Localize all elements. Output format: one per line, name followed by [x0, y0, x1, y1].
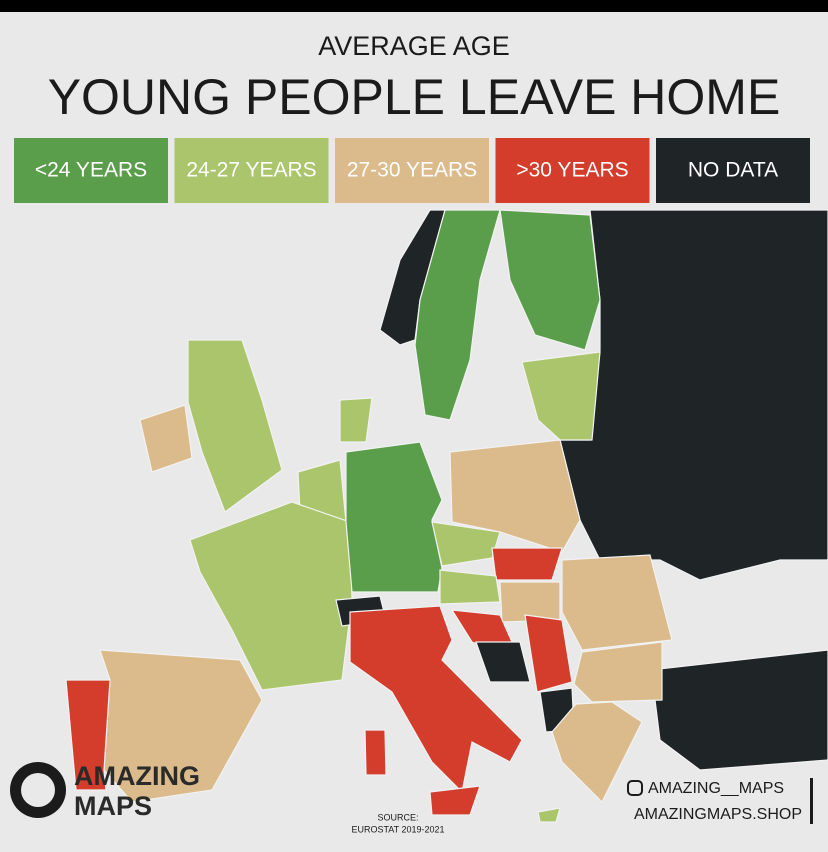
brand-line-2: MAPS [74, 791, 152, 821]
top-bar [0, 0, 828, 12]
map [65, 209, 828, 823]
poland [449, 439, 581, 553]
legend-swatch [335, 138, 489, 203]
source-label: SOURCE: [377, 812, 418, 822]
sweden [414, 209, 501, 421]
finland [499, 209, 601, 351]
baltics [521, 351, 601, 441]
divider [810, 778, 813, 824]
legend-swatch [14, 138, 168, 203]
legend-label: 24-27 YEARS [186, 159, 316, 182]
denmark [339, 397, 373, 443]
cyprus [537, 807, 561, 823]
legend-swatch [174, 138, 329, 203]
subtitle: AVERAGE AGE [318, 31, 510, 61]
greece [551, 701, 643, 804]
legend-label: NO DATA [688, 159, 778, 182]
legend-label: >30 YEARS [516, 159, 628, 182]
shop-url: AMAZINGMAPS.SHOP [634, 806, 802, 823]
eastern-europe [559, 209, 828, 581]
ireland [139, 404, 193, 473]
title: YOUNG PEOPLE LEAVE HOME [48, 69, 781, 125]
bulgaria [573, 641, 663, 703]
instagram-handle: AMAZING__MAPS [648, 780, 784, 797]
sardinia [364, 729, 387, 776]
slovakia [491, 547, 563, 581]
czechia [431, 521, 501, 567]
germany [345, 441, 443, 593]
legend-label: <24 YEARS [35, 159, 147, 182]
legend-label: 27-30 YEARS [347, 159, 477, 182]
source-text: EUROSTAT 2019-2021 [351, 824, 444, 834]
italy [349, 605, 523, 794]
portugal [65, 679, 111, 791]
serbia [524, 614, 573, 693]
legend-swatch [495, 138, 650, 203]
brand-line-1: AMAZING [74, 761, 200, 791]
bosnia [475, 641, 531, 683]
france [189, 501, 353, 691]
uk [187, 339, 283, 513]
legend-swatch [656, 138, 810, 203]
instagram-icon [627, 780, 643, 796]
sicily [429, 785, 481, 816]
legend: <24 YEARS 24-27 YEARS 27-30 YEARS >30 YEARS… [14, 138, 810, 203]
austria [439, 569, 501, 605]
turkey [649, 649, 828, 771]
romania [561, 554, 673, 651]
logo-globe [21, 773, 55, 807]
